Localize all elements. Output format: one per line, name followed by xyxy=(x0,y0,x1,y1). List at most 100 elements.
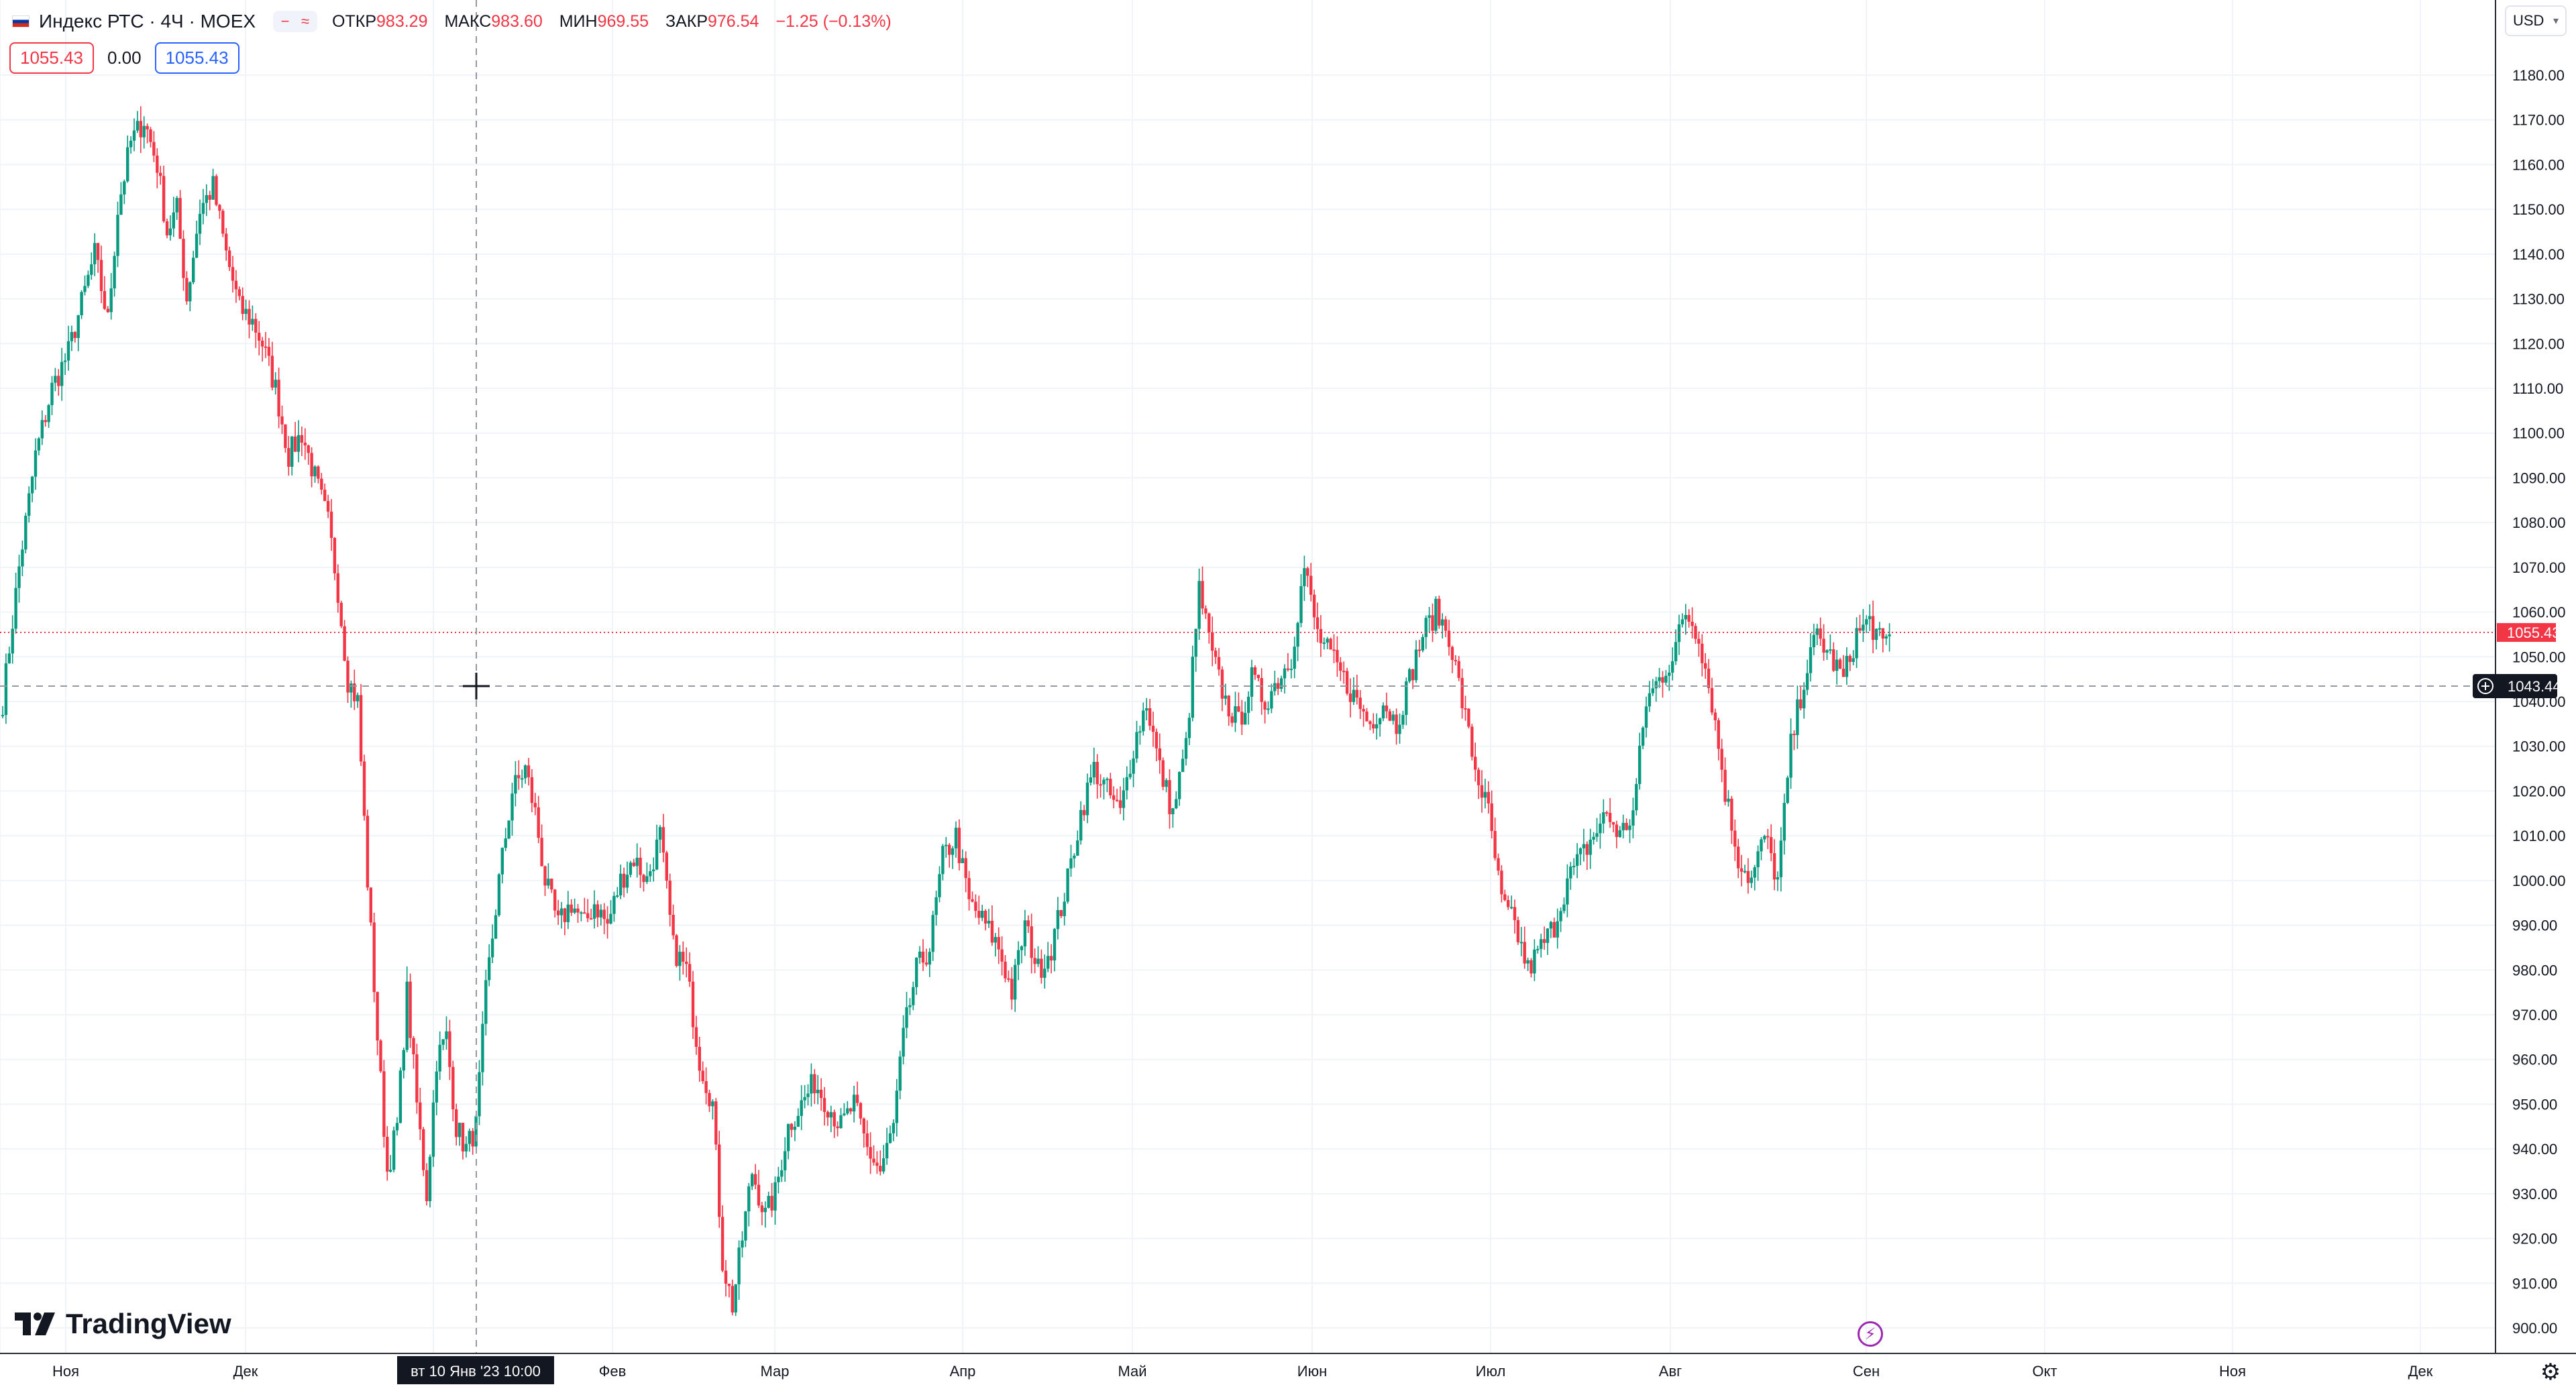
candle-body xyxy=(1194,628,1197,657)
compare-button[interactable]: ≈ xyxy=(301,13,310,30)
candle-body xyxy=(1786,777,1789,803)
candle-body xyxy=(954,828,958,848)
candle-body xyxy=(941,846,945,875)
candle-body xyxy=(57,376,60,386)
candle-body xyxy=(40,420,44,439)
candle-body xyxy=(488,957,491,981)
sell-badge[interactable]: 1055.43 xyxy=(9,42,94,74)
candle-body xyxy=(964,858,967,879)
candle-body xyxy=(310,453,313,477)
candle-body xyxy=(563,908,567,922)
candle-body xyxy=(1319,628,1323,643)
candle-body xyxy=(1851,658,1855,663)
candle-body xyxy=(974,901,977,911)
candle-body xyxy=(1145,708,1148,711)
candle-body xyxy=(96,243,100,260)
candle-body xyxy=(1464,708,1467,710)
candle-body xyxy=(632,862,635,867)
candle-body xyxy=(37,438,41,451)
last-price-label: 1055.43 xyxy=(2507,624,2561,641)
candle-body xyxy=(826,1111,830,1118)
close-label: ЗАКР xyxy=(665,11,708,31)
candle-body xyxy=(1073,855,1076,858)
candle-body xyxy=(1267,708,1270,710)
candle-body xyxy=(1605,812,1609,814)
candle-body xyxy=(875,1162,879,1166)
candle-body xyxy=(1457,661,1460,678)
candle-body xyxy=(356,695,360,702)
candle-body xyxy=(1542,939,1546,943)
y-tick-label: 1070.00 xyxy=(2512,559,2566,576)
candle-body xyxy=(1253,667,1257,675)
candle-body xyxy=(192,258,195,282)
candle-body xyxy=(1658,677,1661,681)
candle-body xyxy=(1227,695,1230,717)
y-tick-label: 1140.00 xyxy=(2512,246,2565,263)
candle-body xyxy=(1480,785,1484,798)
gear-icon[interactable]: ⚙ xyxy=(2540,1359,2561,1385)
candle-body xyxy=(773,1182,777,1211)
candle-body xyxy=(419,1102,422,1129)
candle-body xyxy=(1122,790,1126,808)
candle-body xyxy=(1273,683,1277,691)
candle-body xyxy=(720,1217,724,1271)
candle-body xyxy=(625,875,629,888)
candle-body xyxy=(685,961,688,964)
candle-body xyxy=(1845,655,1849,677)
candle-body xyxy=(1398,724,1401,734)
candle-body xyxy=(678,952,682,966)
candle-body xyxy=(1523,942,1526,964)
candle-body xyxy=(1270,691,1273,709)
candle-body xyxy=(1697,638,1701,644)
candle-body xyxy=(1812,634,1816,648)
symbol-title[interactable]: Индекс РТС · 4Ч · MOEX xyxy=(39,11,256,32)
x-tick-label: Окт xyxy=(2032,1363,2057,1380)
buy-badge[interactable]: 1055.43 xyxy=(154,42,239,74)
candle-body xyxy=(527,765,531,777)
candle-body xyxy=(780,1170,784,1177)
candle-body xyxy=(602,909,606,919)
candle-body xyxy=(1608,813,1612,822)
candle-body xyxy=(490,938,494,958)
crosshair-time-label-bg xyxy=(397,1356,554,1384)
candle-body xyxy=(786,1123,790,1152)
candle-body xyxy=(237,289,241,296)
candle-body xyxy=(639,857,642,875)
candle-body xyxy=(382,1071,386,1137)
candle-body xyxy=(231,267,235,281)
candle-body xyxy=(1779,840,1783,877)
candle-body xyxy=(500,848,504,875)
candle-body xyxy=(1447,630,1451,647)
russia-flag-icon xyxy=(12,15,30,27)
candle-body xyxy=(205,194,208,203)
candle-body xyxy=(580,912,583,914)
candle-body xyxy=(744,1211,747,1241)
candle-body xyxy=(1575,854,1579,867)
collapse-button[interactable]: − xyxy=(280,13,290,30)
candle-body xyxy=(379,1040,382,1072)
candle-body xyxy=(464,1143,468,1152)
candle-body xyxy=(211,176,215,200)
candle-body xyxy=(592,904,596,919)
candle-body xyxy=(175,198,178,213)
candle-body xyxy=(714,1101,718,1145)
candle-body xyxy=(1069,858,1073,869)
candle-body xyxy=(1559,911,1562,922)
candle-body xyxy=(1085,782,1089,816)
currency-select[interactable]: USD ▾ xyxy=(2505,5,2567,36)
candle-body xyxy=(248,309,251,325)
candle-body xyxy=(846,1108,849,1114)
candle-body xyxy=(339,602,343,626)
candle-body xyxy=(1687,615,1690,622)
candle-body xyxy=(1434,598,1438,631)
candle-body xyxy=(770,1196,773,1211)
crosshair-price-label-bg xyxy=(2473,674,2557,699)
candle-body xyxy=(675,935,678,966)
lightning-icon[interactable]: ⚡ xyxy=(1858,1321,1883,1347)
candle-body xyxy=(1112,795,1116,800)
candle-body xyxy=(90,264,93,275)
candle-body xyxy=(698,1046,701,1071)
candle-body xyxy=(1388,711,1391,721)
candle-body xyxy=(461,1123,465,1152)
